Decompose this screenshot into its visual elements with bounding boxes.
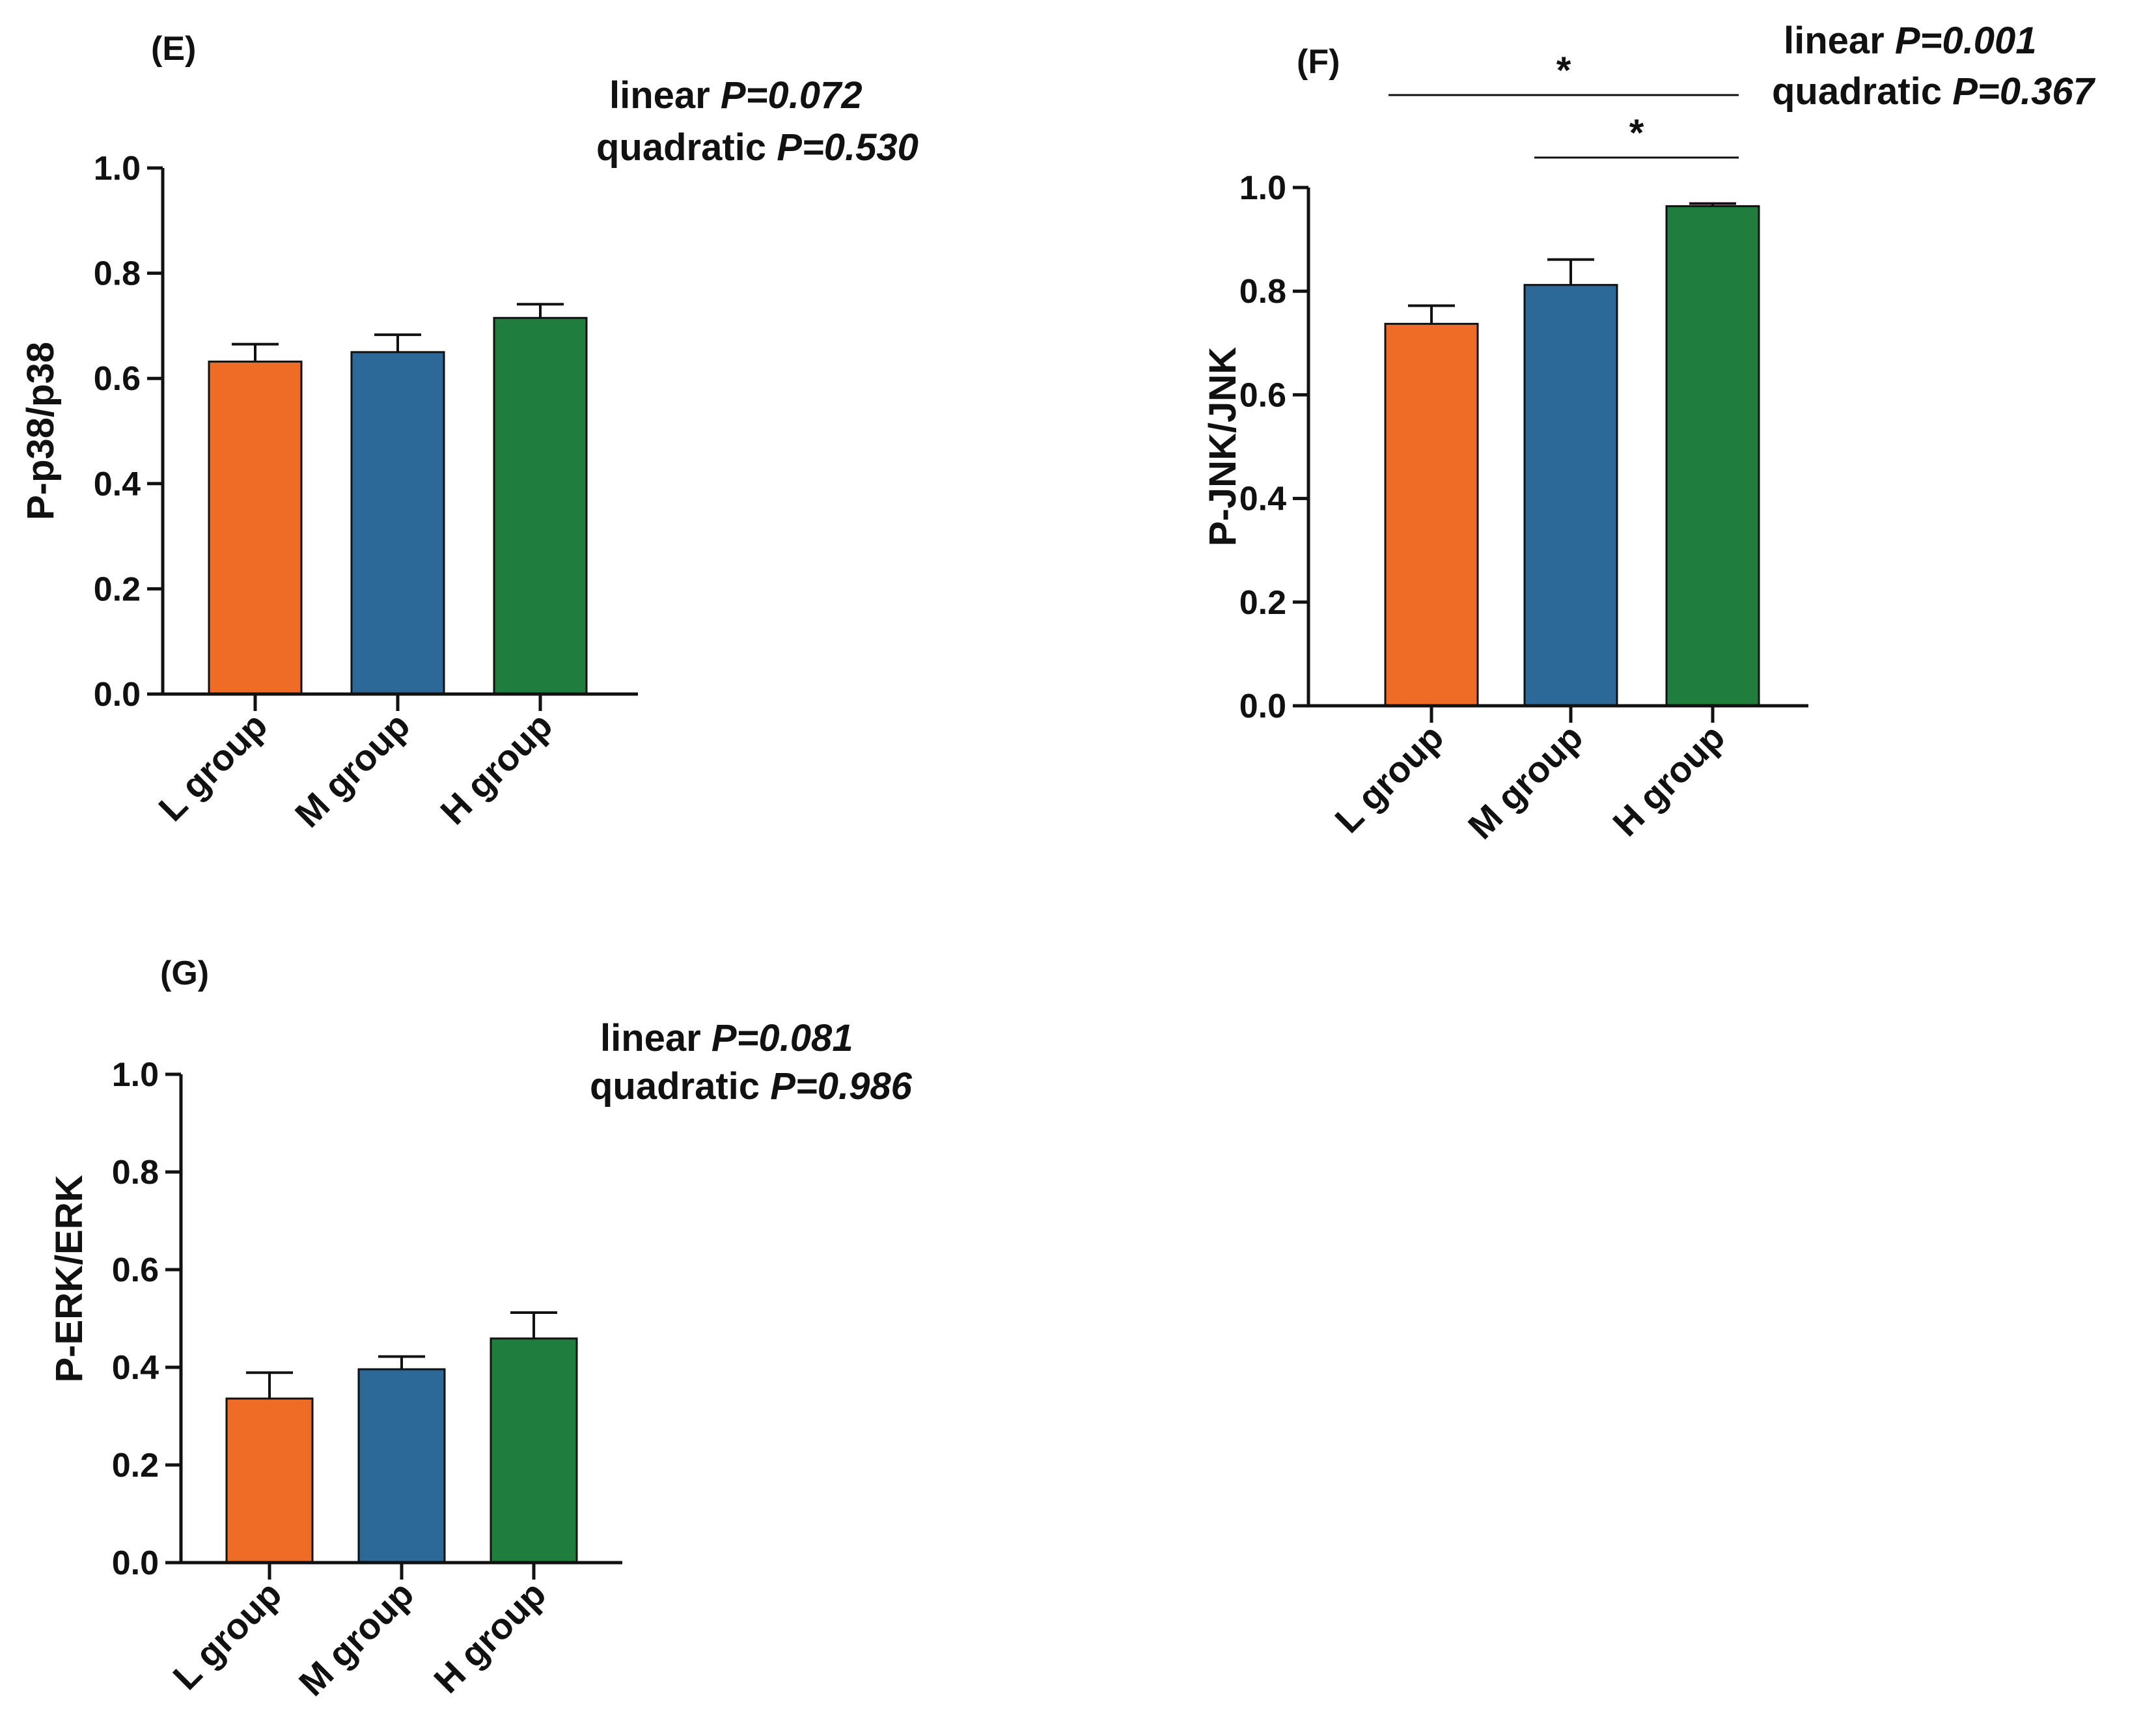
bar-l-group [225, 1397, 314, 1564]
x-tick-label: L group [165, 1573, 289, 1697]
y-tick-label: 0.4 [112, 1349, 159, 1387]
error-bars-g [246, 1311, 557, 1399]
y-tick-label: 0.0 [112, 1544, 159, 1582]
y-axis-title-f: P-JNK/JNK [1202, 347, 1244, 546]
bar-m-group [1523, 284, 1618, 707]
x-ticks-f: L group M group H group [1327, 706, 1732, 847]
x-tick-label: M group [1460, 716, 1591, 847]
bars-g [225, 1337, 578, 1564]
linear-p-value-e: linear P=0.072 [609, 74, 863, 117]
panel-e: (E) linear P=0.072 quadratic P=0.530 P-p… [20, 30, 919, 835]
x-ticks-e: L group M group H group [150, 694, 560, 835]
panel-label-f: (F) [1297, 43, 1340, 81]
quadratic-p-value-e: quadratic P=0.530 [596, 126, 919, 169]
y-ticks-f: 0.0 0.2 0.4 0.6 0.8 1.0 [1239, 169, 1308, 725]
error-bar-m-group [378, 1355, 425, 1369]
y-tick-label: 0.2 [112, 1447, 159, 1484]
axes-e [161, 168, 638, 696]
y-axis-title-e: P-p38/p38 [20, 342, 62, 520]
y-tick-label: 1.0 [1239, 169, 1286, 207]
y-tick-label: 0.0 [94, 676, 141, 714]
linear-p-value-f: linear P=0.001 [1784, 20, 2037, 62]
y-tick-label: 1.0 [112, 1056, 159, 1094]
y-tick-label: 0.6 [112, 1251, 159, 1289]
x-tick-label: M group [291, 1573, 422, 1704]
bar-l-group [208, 360, 303, 695]
y-tick-label: 0.2 [1239, 584, 1286, 622]
y-tick-label: 0.0 [1239, 688, 1286, 725]
error-bars-e [232, 303, 564, 362]
quadratic-p-value-f: quadratic P=0.367 [1772, 70, 2096, 113]
quadratic-p-value-g: quadratic P=0.986 [590, 1065, 913, 1108]
bar-m-group [357, 1368, 446, 1564]
x-tick-label: H group [426, 1573, 553, 1701]
x-tick-label: H group [1605, 716, 1732, 844]
error-bar-l-group [1408, 304, 1455, 324]
y-ticks-g: 0.0 0.2 0.4 0.6 0.8 1.0 [112, 1056, 181, 1582]
panel-g: (G) linear P=0.081 quadratic P=0.986 P-E… [48, 955, 913, 1704]
significance-star: * [1629, 112, 1644, 154]
x-tick-label: H group [432, 704, 560, 832]
x-tick-label: L group [1327, 716, 1451, 841]
error-bar-h-group [1689, 202, 1736, 206]
error-bar-h-group [510, 1311, 557, 1339]
y-axis-title-g: P-ERK/ERK [48, 1175, 90, 1382]
bar-h-group [1665, 205, 1760, 707]
x-tick-label: M group [287, 704, 418, 835]
error-bars-f [1408, 202, 1736, 324]
y-tick-label: 0.6 [1239, 376, 1286, 414]
significance-f: ** [1389, 49, 1739, 159]
x-ticks-g: L group M group H group [165, 1563, 553, 1704]
error-bar-m-group [1547, 258, 1594, 285]
y-tick-label: 0.4 [94, 466, 141, 503]
bar-h-group [493, 316, 588, 695]
y-tick-label: 0.8 [1239, 273, 1286, 311]
panel-label-g: (G) [160, 955, 209, 992]
bars-e [208, 316, 588, 695]
y-tick-label: 0.6 [94, 360, 141, 398]
error-bar-l-group [232, 342, 279, 362]
linear-p-value-g: linear P=0.081 [600, 1017, 853, 1059]
y-tick-label: 0.8 [94, 255, 141, 293]
y-tick-label: 0.2 [94, 570, 141, 608]
y-tick-label: 0.8 [112, 1154, 159, 1191]
significance-star: * [1556, 49, 1571, 92]
panel-f: (F) linear P=0.001 quadratic P=0.367 P-J… [1202, 20, 2096, 847]
bar-l-group [1384, 322, 1479, 707]
error-bar-h-group [517, 303, 564, 318]
error-bar-l-group [246, 1371, 293, 1399]
y-ticks-e: 0.0 0.2 0.4 0.6 0.8 1.0 [94, 150, 163, 714]
panel-label-e: (E) [151, 30, 196, 68]
error-bar-m-group [374, 333, 421, 352]
y-tick-label: 0.4 [1239, 481, 1286, 518]
bars-f [1384, 205, 1760, 707]
bar-m-group [350, 351, 445, 695]
bar-h-group [490, 1337, 578, 1564]
axes-f [1306, 188, 1808, 708]
x-tick-label: L group [150, 704, 275, 829]
y-tick-label: 1.0 [94, 150, 141, 188]
